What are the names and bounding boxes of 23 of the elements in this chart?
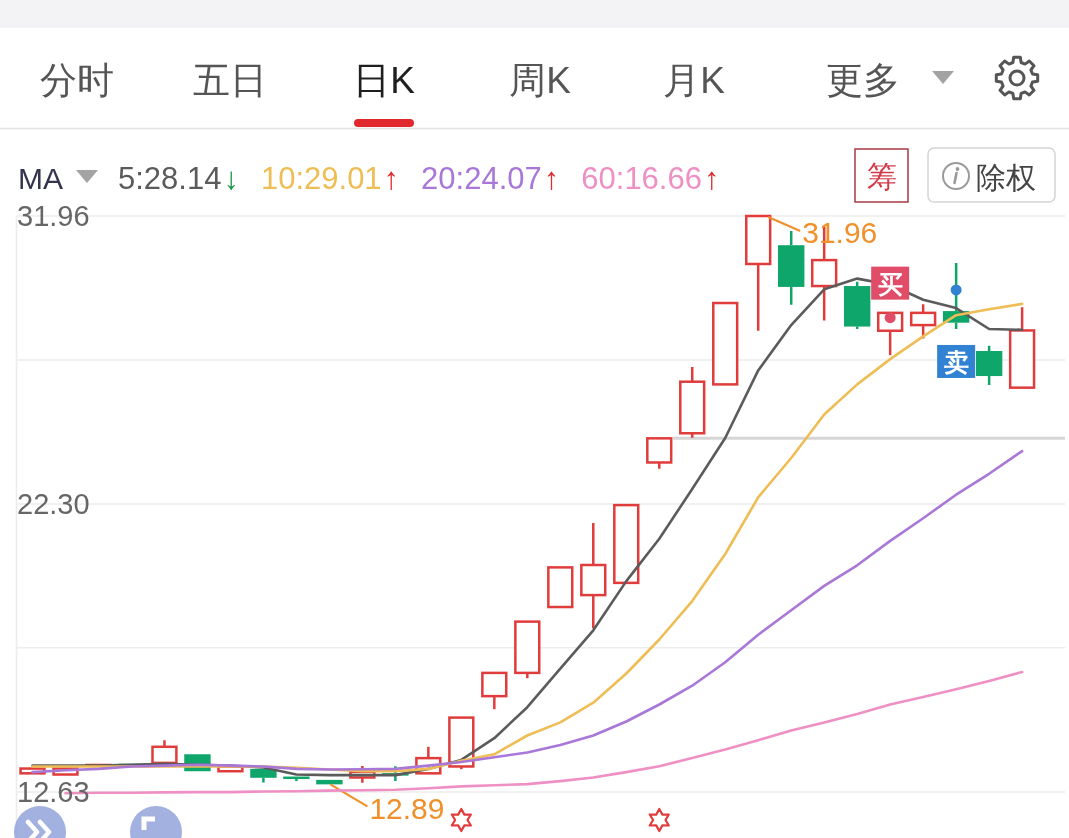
text: 周K bbox=[509, 59, 572, 101]
text: 五日 bbox=[193, 59, 267, 101]
text: 20:24.07 bbox=[421, 160, 542, 196]
text: ↓ bbox=[223, 160, 239, 196]
text: 5:28.14 bbox=[118, 160, 222, 196]
text: 筹 bbox=[866, 159, 897, 193]
text: 更多 bbox=[826, 59, 900, 101]
text: 分时 bbox=[40, 59, 114, 101]
y-tick-label: 31.96 bbox=[17, 200, 90, 232]
text: 月K bbox=[663, 59, 726, 101]
text: 卖 bbox=[943, 347, 969, 376]
text: ↑ bbox=[383, 160, 400, 196]
series-label: 买 bbox=[877, 269, 903, 298]
text: 除权 bbox=[976, 160, 1036, 194]
text: ↑ bbox=[703, 160, 720, 196]
text: ↑ bbox=[543, 160, 560, 196]
text: 日K bbox=[353, 59, 416, 101]
annotation: 12.89 bbox=[369, 791, 445, 825]
text: 60:16.66 bbox=[581, 160, 702, 196]
y-tick-label: 12.63 bbox=[17, 776, 90, 809]
y-tick-label: 22.30 bbox=[17, 487, 90, 520]
text: 10:29.01 bbox=[260, 160, 382, 196]
legend-title: MA bbox=[18, 161, 63, 195]
